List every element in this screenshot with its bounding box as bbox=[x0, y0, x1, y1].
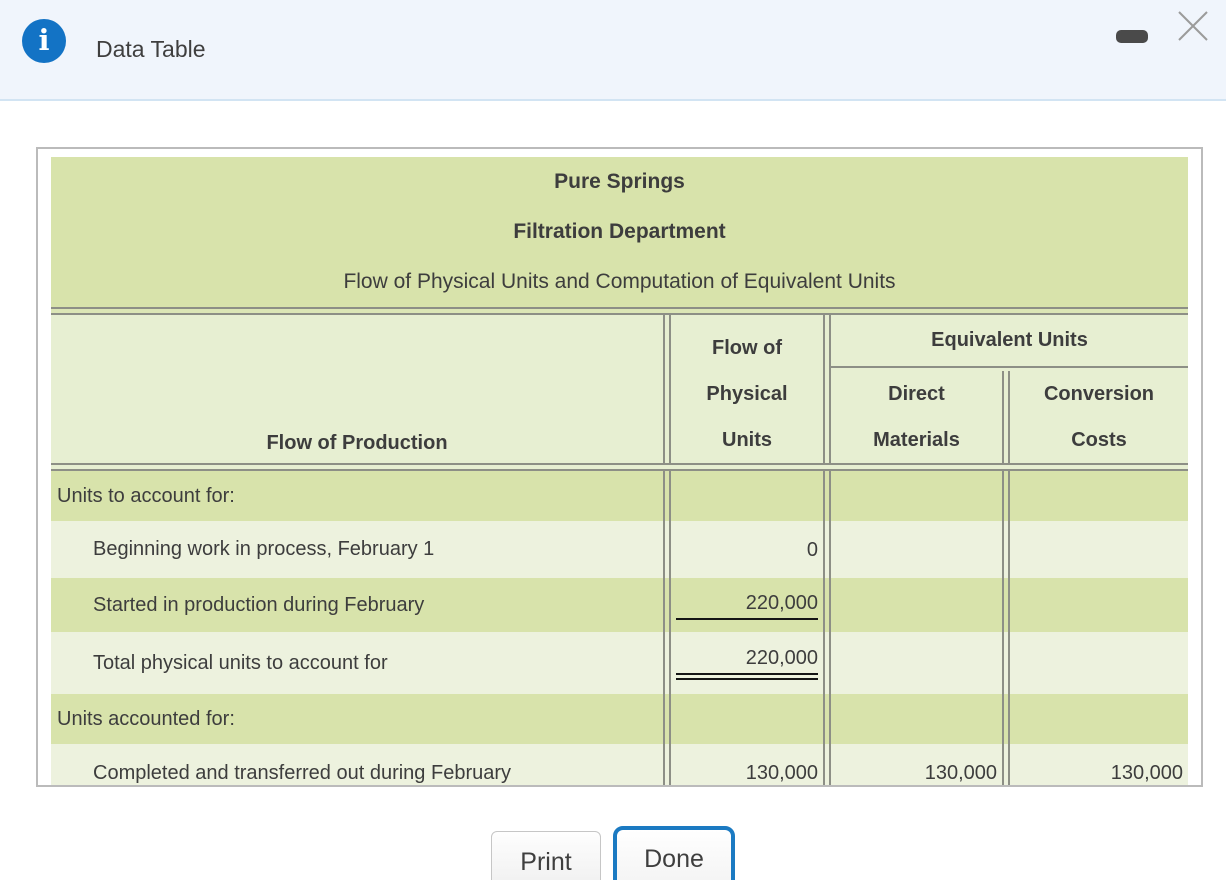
cell-value: 130,000 bbox=[745, 762, 818, 784]
header-flow-of-production: Flow of Production bbox=[266, 432, 448, 454]
header-equivalent-units: Equivalent Units bbox=[831, 315, 1188, 368]
table-row: Units to account for: bbox=[51, 471, 1188, 521]
cell-physical-units bbox=[671, 694, 823, 744]
column-divider bbox=[663, 315, 671, 463]
cell-direct-materials bbox=[831, 632, 1002, 694]
header-flow-of-physical-units: Flow of Physical Units bbox=[706, 337, 788, 451]
print-button[interactable]: Print bbox=[491, 831, 601, 880]
done-button[interactable]: Done bbox=[613, 826, 735, 880]
row-label: Units to account for: bbox=[57, 484, 235, 507]
header-equivalent-units-group: Equivalent Units Direct Materials Conver… bbox=[831, 315, 1188, 463]
cell-value: 220,000 bbox=[745, 591, 818, 614]
data-table: Pure Springs Filtration Department Flow … bbox=[51, 157, 1188, 785]
row-label: Beginning work in process, February 1 bbox=[93, 538, 435, 560]
cell-direct-materials: 130,000 bbox=[831, 744, 1002, 785]
close-icon[interactable] bbox=[1175, 8, 1211, 44]
dialog-title: Data Table bbox=[96, 36, 206, 62]
row-label: Started in production during February bbox=[93, 593, 425, 616]
cell-value: 130,000 bbox=[924, 762, 997, 784]
cell-physical-units bbox=[671, 471, 823, 521]
cell-conversion-costs bbox=[1010, 694, 1188, 744]
table-row: Started in production during February 22… bbox=[51, 578, 1188, 632]
table-header: Flow of Production Flow of Physical Unit… bbox=[51, 315, 1188, 463]
company-title: Pure Springs bbox=[554, 170, 685, 193]
cell-conversion-costs bbox=[1010, 521, 1188, 578]
column-divider bbox=[1002, 371, 1010, 463]
table-title-block: Pure Springs Filtration Department Flow … bbox=[51, 157, 1188, 307]
row-label: Total physical units to account for bbox=[93, 651, 388, 674]
data-table-panel: Pure Springs Filtration Department Flow … bbox=[36, 147, 1203, 787]
double-underline bbox=[676, 673, 818, 680]
cell-physical-units: 130,000 bbox=[671, 744, 823, 785]
cell-physical-units: 220,000 bbox=[671, 632, 823, 694]
table-row: Units accounted for: bbox=[51, 694, 1188, 744]
cell-value: 220,000 bbox=[745, 647, 818, 669]
cell-conversion-costs bbox=[1010, 578, 1188, 632]
table-row: Total physical units to account for 220,… bbox=[51, 632, 1188, 694]
statement-title: Flow of Physical Units and Computation o… bbox=[343, 270, 896, 293]
header-divider bbox=[51, 463, 1188, 471]
cell-direct-materials bbox=[831, 694, 1002, 744]
row-label: Units accounted for: bbox=[57, 707, 235, 730]
single-underline bbox=[676, 617, 818, 620]
column-divider bbox=[823, 315, 831, 463]
cell-physical-units: 220,000 bbox=[671, 578, 823, 632]
department-title: Filtration Department bbox=[513, 220, 726, 243]
header-conversion-costs: Conversion Costs bbox=[1043, 383, 1155, 451]
table-row: Beginning work in process, February 1 0 bbox=[51, 521, 1188, 578]
minimize-icon[interactable] bbox=[1116, 30, 1148, 43]
cell-direct-materials bbox=[831, 471, 1002, 521]
table-row: Completed and transferred out during Feb… bbox=[51, 744, 1188, 785]
cell-conversion-costs bbox=[1010, 471, 1188, 521]
cell-physical-units: 0 bbox=[671, 521, 823, 578]
title-divider bbox=[51, 307, 1188, 315]
row-label: Completed and transferred out during Feb… bbox=[93, 761, 512, 784]
dialog-footer: Print Done bbox=[0, 826, 1226, 880]
cell-conversion-costs bbox=[1010, 632, 1188, 694]
dialog-header: i Data Table bbox=[0, 0, 1226, 101]
cell-value: 0 bbox=[806, 538, 818, 561]
info-icon: i bbox=[22, 19, 66, 63]
cell-direct-materials bbox=[831, 578, 1002, 632]
cell-direct-materials bbox=[831, 521, 1002, 578]
cell-value: 130,000 bbox=[1110, 762, 1183, 784]
cell-conversion-costs: 130,000 bbox=[1010, 744, 1188, 785]
header-direct-materials: Direct Materials bbox=[873, 383, 960, 451]
